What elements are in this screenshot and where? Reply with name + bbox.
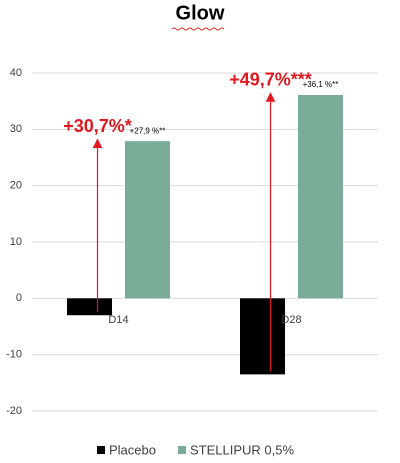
x-tick-label: D28 bbox=[281, 314, 301, 326]
annotation: +49,7%*** bbox=[229, 70, 312, 90]
bar bbox=[125, 141, 170, 299]
bar bbox=[240, 298, 285, 375]
x-tick-label: D14 bbox=[108, 314, 128, 326]
y-tick-label: 40 bbox=[10, 67, 22, 79]
annotation: +30,7%* bbox=[63, 116, 132, 136]
y-tick-label: 0 bbox=[16, 292, 22, 304]
data-label: +27,9 %** bbox=[130, 126, 166, 135]
data-label: +36,1 %** bbox=[303, 80, 339, 89]
bar bbox=[67, 298, 112, 316]
y-tick-label: -20 bbox=[6, 405, 22, 417]
y-tick-label: 30 bbox=[10, 123, 22, 135]
legend-swatch bbox=[97, 446, 105, 454]
bar bbox=[298, 94, 343, 299]
legend-label: Placebo bbox=[109, 442, 156, 457]
y-tick-label: 20 bbox=[10, 180, 22, 192]
y-tick-label: 10 bbox=[10, 236, 22, 248]
spellcheck-underline bbox=[171, 27, 225, 31]
legend-label: STELLIPUR 0,5% bbox=[190, 442, 294, 457]
legend-swatch bbox=[177, 446, 186, 454]
y-tick-label: -10 bbox=[6, 349, 22, 361]
chart-title: Glow bbox=[176, 2, 225, 24]
